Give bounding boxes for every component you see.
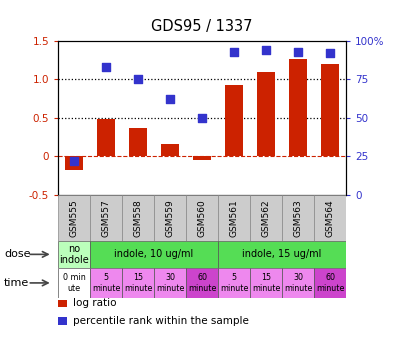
Bar — [289, 59, 307, 156]
Text: indole, 10 ug/ml: indole, 10 ug/ml — [114, 249, 194, 260]
Text: time: time — [4, 278, 29, 288]
Text: log ratio: log ratio — [73, 298, 116, 308]
Point — [167, 96, 173, 102]
Text: GSM559: GSM559 — [166, 199, 174, 237]
Bar — [314, 268, 346, 298]
Point — [327, 50, 333, 56]
Bar — [257, 72, 275, 156]
Point — [71, 158, 77, 164]
Bar — [97, 119, 115, 156]
Text: no
indole: no indole — [59, 243, 89, 265]
Bar — [154, 195, 186, 241]
Bar — [218, 268, 250, 298]
Text: GSM562: GSM562 — [262, 199, 270, 237]
Text: GSM558: GSM558 — [134, 199, 142, 237]
Bar — [90, 195, 122, 241]
Point — [263, 47, 269, 53]
Bar — [193, 156, 211, 160]
Bar — [186, 268, 218, 298]
Text: 15
minute: 15 minute — [124, 273, 152, 293]
Text: GDS95 / 1337: GDS95 / 1337 — [151, 19, 253, 34]
Text: 5
minute: 5 minute — [92, 273, 120, 293]
Bar — [122, 195, 154, 241]
Text: 30
minute: 30 minute — [156, 273, 184, 293]
Bar — [161, 144, 179, 156]
Text: 15
minute: 15 minute — [252, 273, 280, 293]
Bar — [250, 268, 282, 298]
Bar — [218, 241, 346, 268]
Text: GSM561: GSM561 — [230, 199, 238, 237]
Bar — [225, 85, 243, 156]
Point — [231, 49, 237, 55]
Point — [103, 64, 109, 70]
Text: indole, 15 ug/ml: indole, 15 ug/ml — [242, 249, 322, 260]
Bar — [186, 195, 218, 241]
Point — [135, 77, 141, 82]
Text: 5
minute: 5 minute — [220, 273, 248, 293]
Bar — [90, 241, 218, 268]
Bar — [129, 128, 147, 156]
Text: 60
minute: 60 minute — [316, 273, 344, 293]
Text: 0 min
ute: 0 min ute — [63, 273, 85, 293]
Text: 60
minute: 60 minute — [188, 273, 216, 293]
Text: 30
minute: 30 minute — [284, 273, 312, 293]
Bar — [250, 195, 282, 241]
Bar — [58, 241, 90, 268]
Text: dose: dose — [4, 249, 30, 260]
Bar — [218, 195, 250, 241]
Text: GSM557: GSM557 — [102, 199, 110, 237]
Text: percentile rank within the sample: percentile rank within the sample — [73, 316, 249, 326]
Bar — [122, 268, 154, 298]
Text: GSM563: GSM563 — [294, 199, 302, 237]
Point — [199, 115, 205, 121]
Bar — [58, 268, 90, 298]
Bar — [282, 268, 314, 298]
Bar — [282, 195, 314, 241]
Bar — [58, 195, 90, 241]
Bar — [90, 268, 122, 298]
Bar — [154, 268, 186, 298]
Bar — [65, 156, 83, 170]
Bar — [314, 195, 346, 241]
Point — [295, 49, 301, 55]
Text: GSM564: GSM564 — [326, 199, 334, 237]
Text: GSM555: GSM555 — [70, 199, 78, 237]
Bar — [321, 64, 339, 156]
Text: GSM560: GSM560 — [198, 199, 206, 237]
